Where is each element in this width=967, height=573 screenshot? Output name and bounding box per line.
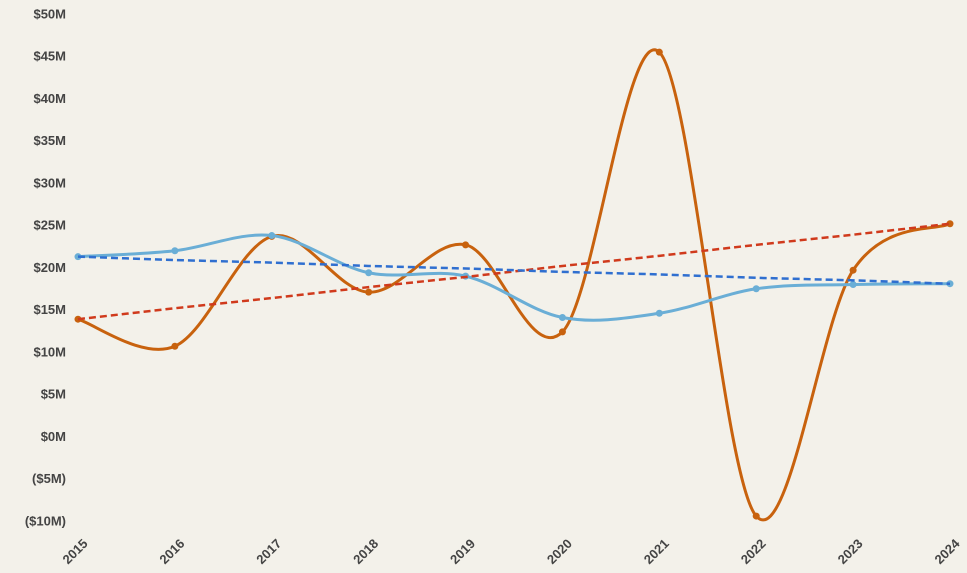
y-tick-label: $30M [33,175,66,190]
point [365,288,373,296]
series-line [77,222,951,321]
point [558,328,566,336]
x-tick-label: 2017 [253,536,284,567]
point [849,266,857,274]
point [558,314,566,322]
point [849,281,857,289]
point [946,220,954,228]
y-tick-label: $20M [33,260,66,275]
point [752,285,760,293]
point [655,48,663,56]
point [752,512,760,520]
series-line [77,233,951,322]
x-tick-label: 2019 [447,536,478,567]
series-line [77,255,951,285]
point [171,342,179,350]
x-tick-label: 2020 [544,536,575,567]
x-tick-label: 2024 [931,535,963,567]
series-line [77,48,951,522]
y-tick-label: $45M [33,49,66,64]
y-tick-label: $40M [33,91,66,106]
x-tick-label: 2023 [835,536,866,567]
point [171,247,179,255]
y-tick-label: $5M [41,387,66,402]
x-tick-label: 2018 [350,536,381,567]
x-tick-label: 2021 [641,536,672,567]
point [462,241,470,249]
y-tick-label: $15M [33,302,66,317]
y-tick-label: ($10M) [25,513,66,528]
y-tick-label: $35M [33,133,66,148]
y-tick-label: $10M [33,344,66,359]
point [268,232,276,240]
y-tick-label: $50M [33,6,66,21]
point [365,269,373,277]
x-tick-label: 2015 [59,536,90,567]
y-tick-label: $25M [33,218,66,233]
y-tick-label: $0M [41,429,66,444]
x-tick-label: 2016 [156,536,187,567]
y-tick-label: ($5M) [32,471,66,486]
point [655,309,663,317]
x-tick-label: 2022 [738,536,769,567]
